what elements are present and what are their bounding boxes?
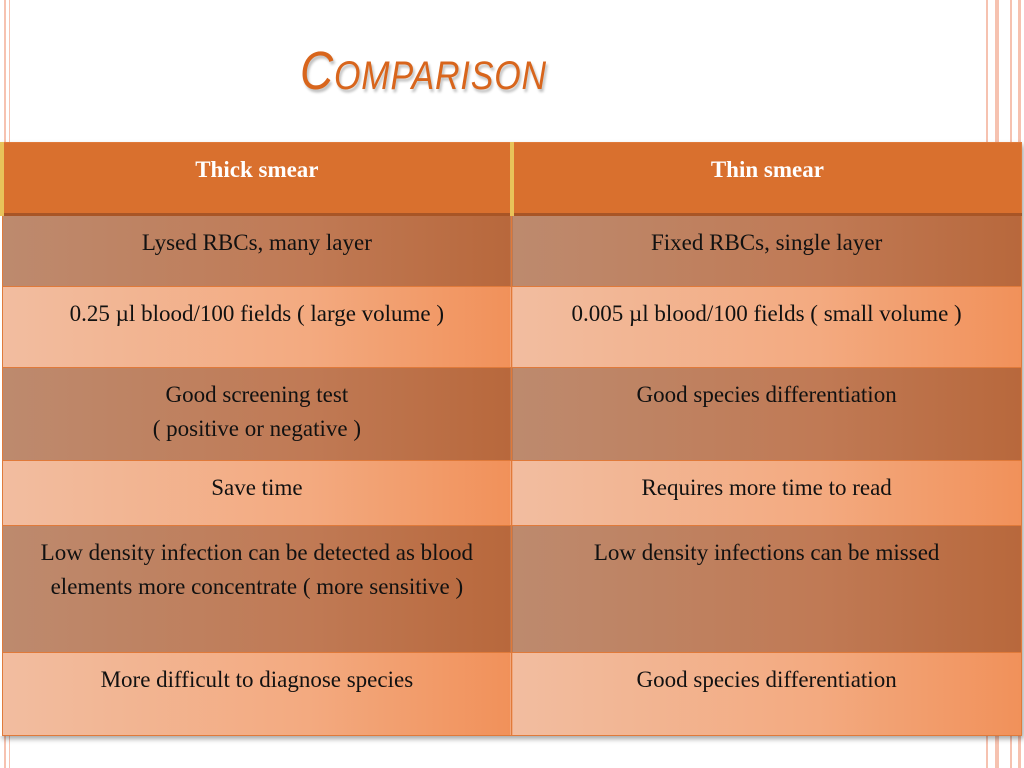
slide-title: COMPARISON	[300, 40, 547, 102]
comparison-table: Thick smear Thin smear Lysed RBCs, many …	[0, 142, 1022, 736]
thin-smear-cell: 0.005 µl blood/100 fields ( small volume…	[511, 286, 1022, 368]
thin-smear-cell: Requires more time to read	[511, 460, 1022, 526]
table-header-row: Thick smear Thin smear	[0, 142, 1022, 216]
thick-smear-cell: Low density infection can be detected as…	[1, 525, 513, 653]
thick-smear-cell: Save time	[1, 460, 513, 526]
table-row: Low density infection can be detected as…	[1, 525, 1022, 653]
thick-smear-cell: Good screening test( positive or negativ…	[1, 367, 513, 461]
thin-smear-cell: Good species differentiation	[511, 367, 1022, 461]
thin-smear-cell: Low density infections can be missed	[511, 525, 1022, 653]
table-row: 0.25 µl blood/100 fields ( large volume …	[1, 286, 1022, 368]
thick-smear-cell: 0.25 µl blood/100 fields ( large volume …	[1, 286, 513, 368]
thin-smear-cell: Fixed RBCs, single layer	[511, 214, 1022, 287]
table-row: More difficult to diagnose species Good s…	[1, 652, 1022, 736]
table-row: Good screening test( positive or negativ…	[1, 367, 1022, 461]
thick-smear-cell: Lysed RBCs, many layer	[1, 214, 513, 287]
table-row: Lysed RBCs, many layer Fixed RBCs, single…	[1, 214, 1022, 287]
thick-smear-cell: More difficult to diagnose species	[1, 652, 513, 736]
thin-smear-cell: Good species differentiation	[511, 652, 1022, 736]
table-row: Save time Requires more time to read	[1, 460, 1022, 526]
header-thick-smear: Thick smear	[0, 142, 513, 216]
title-rest: OMPARISON	[334, 54, 547, 98]
header-thin-smear: Thin smear	[509, 142, 1022, 216]
title-initial: C	[300, 41, 334, 101]
